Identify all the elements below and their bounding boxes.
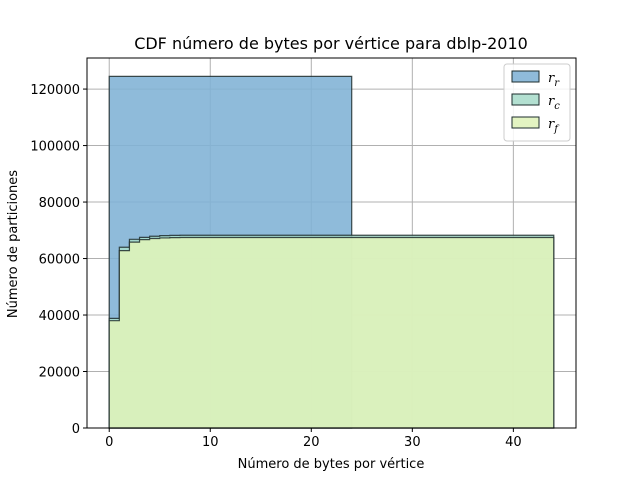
series-areas [108,75,555,429]
chart-title: CDF número de bytes por vértice para dbl… [134,34,528,53]
y-tick-label: 100000 [30,140,80,155]
y-tick-label: 80000 [39,196,80,211]
legend-swatch-c [511,93,540,106]
legend-label-r: rr [548,71,560,89]
x-axis-ticks: 0 10 20 30 40 [105,428,522,450]
x-tick-label: 0 [105,435,113,450]
x-tick-label: 10 [202,435,219,450]
x-tick-label: 20 [303,435,320,450]
axes-frame [86,57,577,429]
y-axis-label: Número de particiones [6,170,21,318]
y-tick-label: 20000 [39,366,80,381]
legend-swatch-r [511,70,540,83]
legend-label-f: rf [548,117,560,135]
x-tick-label: 40 [505,435,522,450]
y-tick-label: 40000 [39,309,80,324]
legend: rr rc rf [503,63,571,142]
y-tick-label: 0 [72,422,80,437]
legend-swatch-f [511,116,540,129]
x-axis-label: Número de bytes por vértice [238,457,425,472]
y-axis-ticks: 0 20000 40000 60000 80000 100000 120000 [30,83,87,437]
y-tick-label: 60000 [39,253,80,268]
y-tick-label: 120000 [30,83,80,98]
x-tick-label: 30 [404,435,421,450]
series-area-f [108,236,555,429]
legend-label-c: rc [548,94,560,112]
plot-area: 0 10 20 30 40 0 20000 40000 60000 80000 100000 120… [30,57,577,450]
